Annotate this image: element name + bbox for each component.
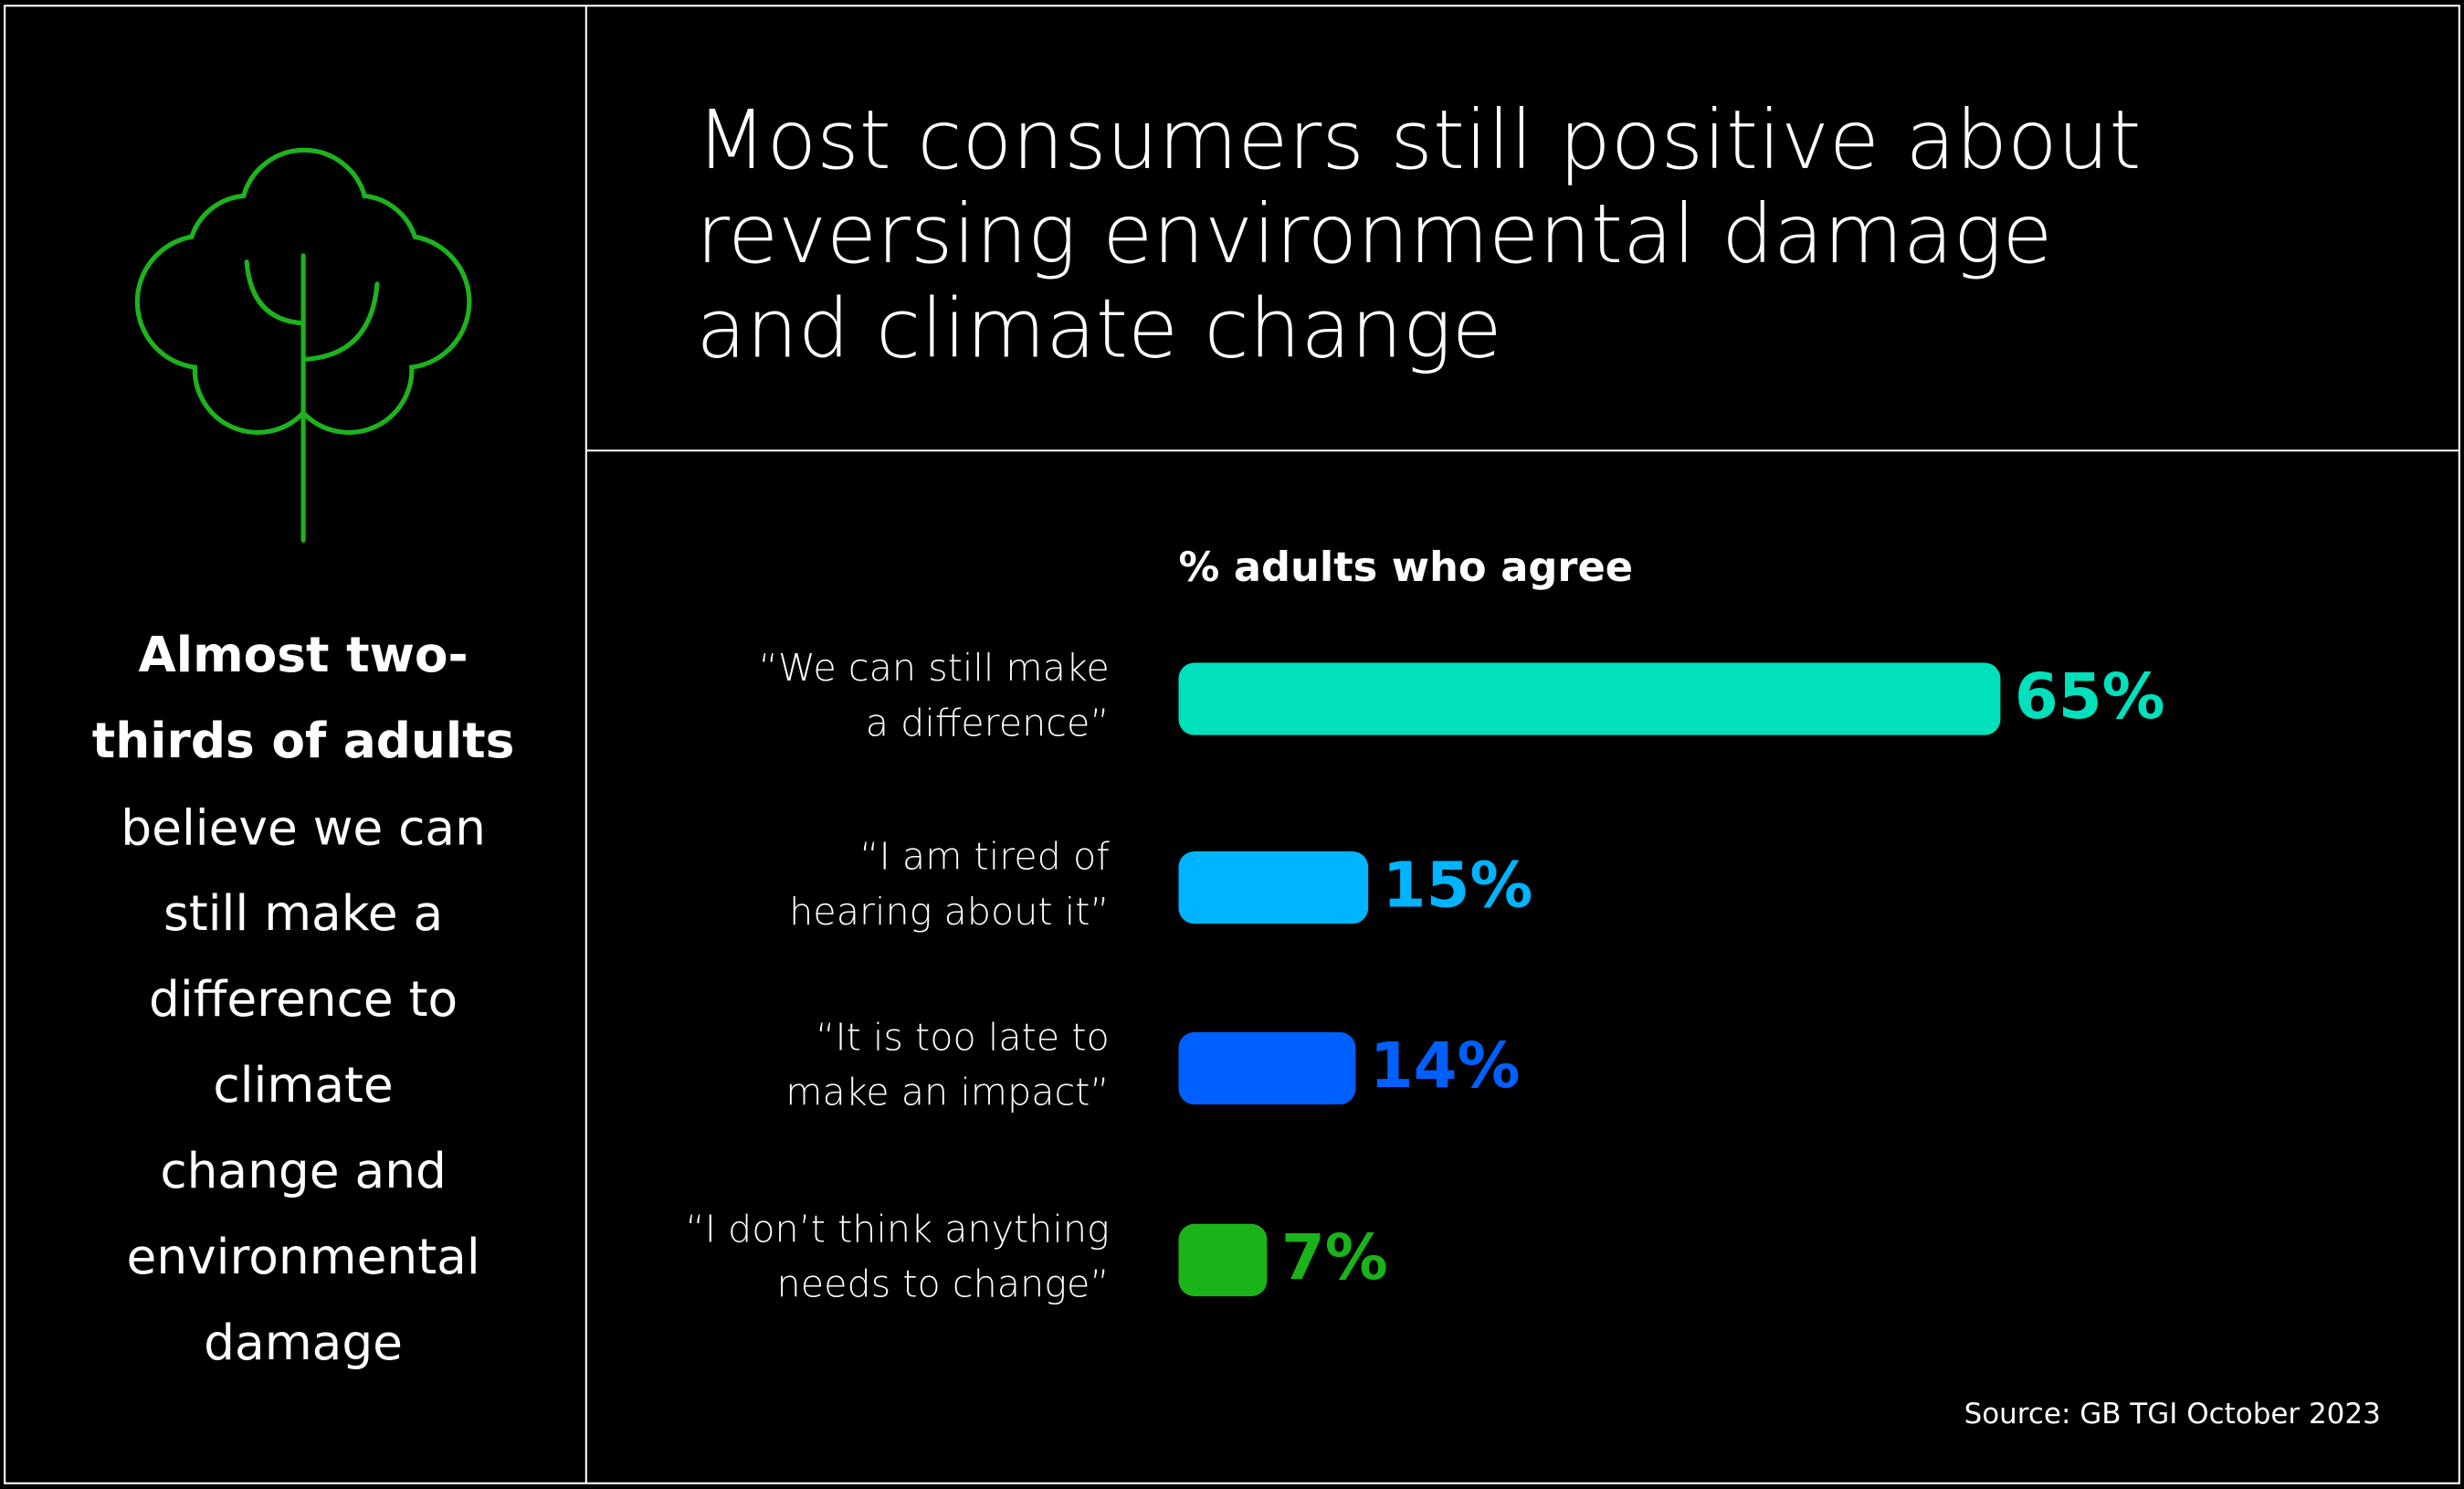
sidebar-text: environmental (127, 1228, 480, 1285)
title: and climate change (696, 281, 1501, 376)
category-label: hearing about it” (789, 890, 1110, 934)
tree-icon (134, 147, 472, 543)
sidebar-highlight: thirds of adults (92, 712, 515, 769)
category-label: needs to change” (777, 1262, 1110, 1306)
category-label: “It is too late to (816, 1015, 1110, 1059)
category-label: “We can still make (759, 646, 1110, 690)
bar (1178, 851, 1369, 924)
bar (1178, 1223, 1268, 1296)
sidebar-text: damage (204, 1314, 403, 1371)
sidebar-text: climate (213, 1056, 393, 1114)
bar (1178, 662, 2001, 735)
value-label: 7% (1281, 1221, 1388, 1294)
sidebar-text: change and (160, 1142, 447, 1199)
category-label: “I am tired of (859, 835, 1110, 879)
frame (4, 5, 2460, 1484)
category-label: “I don’t think anything (685, 1207, 1109, 1251)
sidebar-highlight: Almost two- (139, 626, 469, 683)
value-label: 14% (1370, 1030, 1521, 1103)
title: reversing environmental damage (696, 187, 2052, 282)
category-label: make an impact” (785, 1071, 1109, 1114)
sidebar-text: difference to (149, 970, 458, 1028)
value-label: 65% (2015, 660, 2165, 734)
source: Source: GB TGI October 2023 (1964, 1398, 2381, 1431)
sidebar-text: believe we can (121, 798, 486, 856)
bar (1178, 1031, 1356, 1105)
category-label: a difference” (866, 701, 1110, 744)
sidebar-text: still make a (163, 884, 443, 942)
value-label: 15% (1383, 849, 1533, 922)
title: Most consumers still positive about (696, 93, 2141, 188)
chart-subtitle: % adults who agree (1178, 543, 1633, 591)
